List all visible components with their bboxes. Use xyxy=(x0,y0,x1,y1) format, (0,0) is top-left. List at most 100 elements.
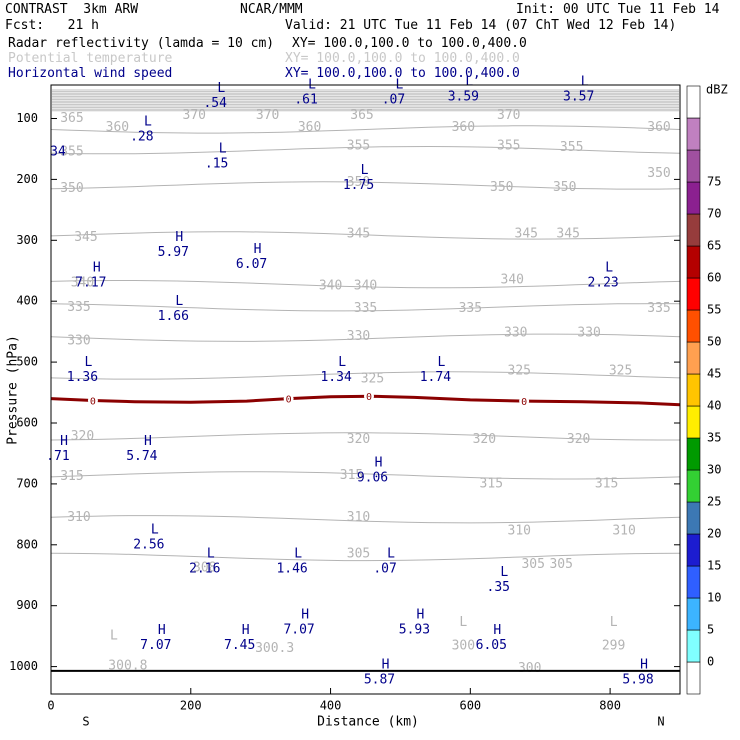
theta-label: 360 xyxy=(106,120,129,135)
theta-contour-line xyxy=(50,515,681,524)
wind-extrema-value: .61 xyxy=(294,93,317,108)
wind-extrema-type: H xyxy=(640,657,648,672)
wind-extrema-type: H xyxy=(301,608,309,623)
colorbar-swatch xyxy=(686,85,701,119)
y-tick-label: 1000 xyxy=(9,659,38,673)
wind-extrema-value: .28 xyxy=(130,129,153,144)
colorbar-swatch xyxy=(686,181,701,215)
theta-label: 350 xyxy=(490,180,513,195)
wind-extrema-value: 7.07 xyxy=(283,623,314,638)
field-2-name: Potential temperature xyxy=(8,51,173,66)
theta-contour-line xyxy=(50,371,681,380)
theta-contour-line xyxy=(50,333,681,342)
theta-label: 305 xyxy=(549,557,572,572)
theta-label: 355 xyxy=(497,138,520,153)
theta-label: 355 xyxy=(560,140,583,155)
wind-extrema-value: 3.59 xyxy=(448,90,479,105)
wind-extrema-value: 7.45 xyxy=(224,638,255,653)
colorbar-level: 0 xyxy=(707,655,714,669)
theta-label: 330 xyxy=(504,325,527,340)
colorbar-swatch xyxy=(686,341,701,375)
reflectivity-label: 0 xyxy=(90,396,96,407)
theta-label: 305 xyxy=(347,546,370,561)
colorbar-swatch xyxy=(686,533,701,567)
colorbar-swatch xyxy=(686,245,701,279)
wind-extrema-type: L xyxy=(465,75,473,90)
field-3-xy: XY= 100.0,100.0 to 100.0,400.0 xyxy=(285,66,520,81)
theta-label: 340 xyxy=(354,278,377,293)
theta-label: 335 xyxy=(67,300,90,315)
y-axis-label: Pressure (hPa) xyxy=(6,335,21,445)
x-end-label-left: S xyxy=(82,715,89,729)
wind-extrema-value: .15 xyxy=(205,157,228,172)
theta-label: 330 xyxy=(577,325,600,340)
wind-extrema-type: L xyxy=(581,75,589,90)
wind-extrema-type: H xyxy=(175,230,183,245)
theta-label: 325 xyxy=(508,364,531,379)
y-tick-label: 600 xyxy=(16,415,38,429)
y-tick-label: 700 xyxy=(16,476,38,490)
colorbar-level: 45 xyxy=(707,367,721,381)
theta-label: 330 xyxy=(347,329,370,344)
y-tick-label: 200 xyxy=(16,172,38,186)
theta-label: 315 xyxy=(480,476,503,491)
wind-extrema-value: 7.17 xyxy=(75,275,106,290)
x-tick-label: 600 xyxy=(459,699,481,713)
y-tick-label: 900 xyxy=(16,598,38,612)
theta-label: 320 xyxy=(71,429,94,444)
y-tick-label: 100 xyxy=(16,111,38,125)
wind-extrema-value: .07 xyxy=(382,93,405,108)
theta-label: 350 xyxy=(347,175,370,190)
colorbar-swatch xyxy=(686,277,701,311)
colorbar-level: 50 xyxy=(707,335,721,349)
wind-extrema-value: .71 xyxy=(46,449,69,464)
theta-contour-line xyxy=(50,231,681,240)
colorbar-swatch xyxy=(686,213,701,247)
theta-min-marker: L xyxy=(610,615,618,630)
reflectivity-label-bg xyxy=(87,395,98,406)
colorbar-level: 5 xyxy=(707,623,714,637)
colorbar-swatch xyxy=(686,469,701,503)
theta-label: 350 xyxy=(60,181,83,196)
wind-extrema-type: L xyxy=(219,142,227,157)
theta-label: 320 xyxy=(567,432,590,447)
theta-label: 315 xyxy=(60,469,83,484)
forecast-hour: Fcst: 21 h xyxy=(5,18,99,33)
x-tick-label: 0 xyxy=(47,699,54,713)
wind-extrema-type: H xyxy=(93,260,101,275)
theta-label: 300 xyxy=(518,661,541,676)
theta-label: 300.8 xyxy=(108,658,147,673)
theta-label: 355 xyxy=(347,138,370,153)
theta-label: 370 xyxy=(497,108,520,123)
field-3-name: Horizontal wind speed xyxy=(8,66,173,81)
theta-label: 310 xyxy=(612,523,635,538)
wind-extrema-type: H xyxy=(493,623,501,638)
theta-label: 345 xyxy=(515,227,538,242)
field-2-xy: XY= 100.0,100.0 to 100.0,400.0 xyxy=(285,51,520,66)
theta-label: 370 xyxy=(183,108,206,123)
theta-contour-line xyxy=(50,303,681,312)
wind-extrema-type: L xyxy=(294,547,302,562)
wind-extrema-value: 2.16 xyxy=(189,562,220,577)
colorbar-level: 40 xyxy=(707,399,721,413)
model-name: CONTRAST 3km ARW xyxy=(5,2,139,17)
theta-contour-line xyxy=(50,471,681,480)
theta-contour-line xyxy=(50,280,681,289)
colorbar-swatch xyxy=(686,309,701,343)
x-tick-label: 800 xyxy=(599,699,621,713)
theta-label: 305 xyxy=(521,557,544,572)
theta-label: 335 xyxy=(459,301,482,316)
reflectivity-label-bg xyxy=(519,396,530,407)
theta-label: 345 xyxy=(74,230,97,245)
theta-min-marker: L xyxy=(459,615,467,630)
wind-extrema-value: 2.56 xyxy=(133,537,164,552)
colorbar-swatch xyxy=(686,565,701,599)
wind-extrema-type: H xyxy=(417,608,425,623)
wind-extrema-value: 5.98 xyxy=(622,672,653,687)
wind-extrema-type: H xyxy=(242,623,250,638)
wind-extrema-type: L xyxy=(207,547,215,562)
y-tick-label: 500 xyxy=(16,355,38,369)
wind-extrema-value: 7.07 xyxy=(140,638,171,653)
wind-extrema-type: L xyxy=(151,522,159,537)
theta-contour-line xyxy=(50,125,681,134)
